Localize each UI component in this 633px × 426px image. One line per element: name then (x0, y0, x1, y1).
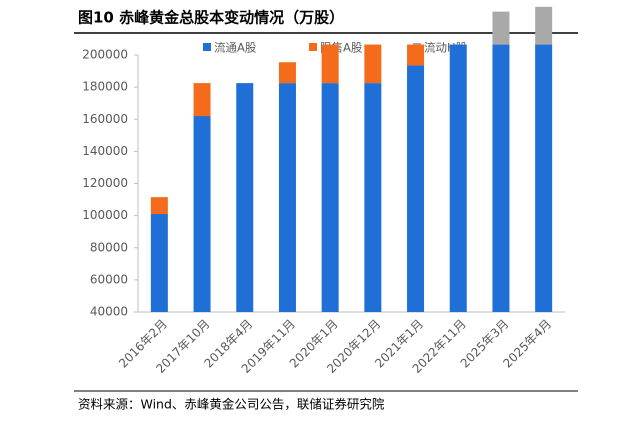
bar-segment (535, 6, 553, 45)
bar-segment (193, 116, 211, 312)
legend-swatch (203, 43, 211, 51)
bar-segment (236, 83, 254, 312)
bar-segment (407, 65, 425, 312)
y-tick-label: 40000 (90, 305, 128, 319)
bar-segment (364, 44, 382, 84)
y-tick-label: 180000 (82, 80, 128, 94)
y-tick-label: 160000 (82, 112, 128, 126)
y-tick-label: 140000 (82, 144, 128, 158)
y-tick-label: 100000 (82, 208, 128, 222)
bar-segment (321, 83, 339, 312)
bar-segment (278, 83, 296, 312)
bar-segment (535, 44, 553, 312)
bar-segment (492, 44, 510, 312)
bar-segment (364, 83, 382, 312)
bar-segment (193, 83, 211, 117)
bar-segment (321, 44, 339, 84)
bar-segment (278, 62, 296, 84)
y-tick-label: 200000 (82, 48, 128, 62)
y-tick-label: 80000 (90, 240, 128, 254)
legend-label: 流通A股 (214, 41, 257, 55)
chart-title: 图10 赤峰黄金总股本变动情况（万股） (78, 9, 344, 27)
bar-segment (492, 11, 510, 45)
bar-segment (449, 44, 467, 312)
y-tick-label: 60000 (90, 272, 128, 286)
bar-segment (150, 197, 168, 215)
bar-segment (407, 44, 425, 66)
y-tick-label: 120000 (82, 176, 128, 190)
bar-segment (150, 214, 168, 312)
legend-swatch (309, 43, 317, 51)
source-note: 资料来源：Wind、赤峰黄金公司公告，联储证券研究院 (78, 397, 385, 412)
